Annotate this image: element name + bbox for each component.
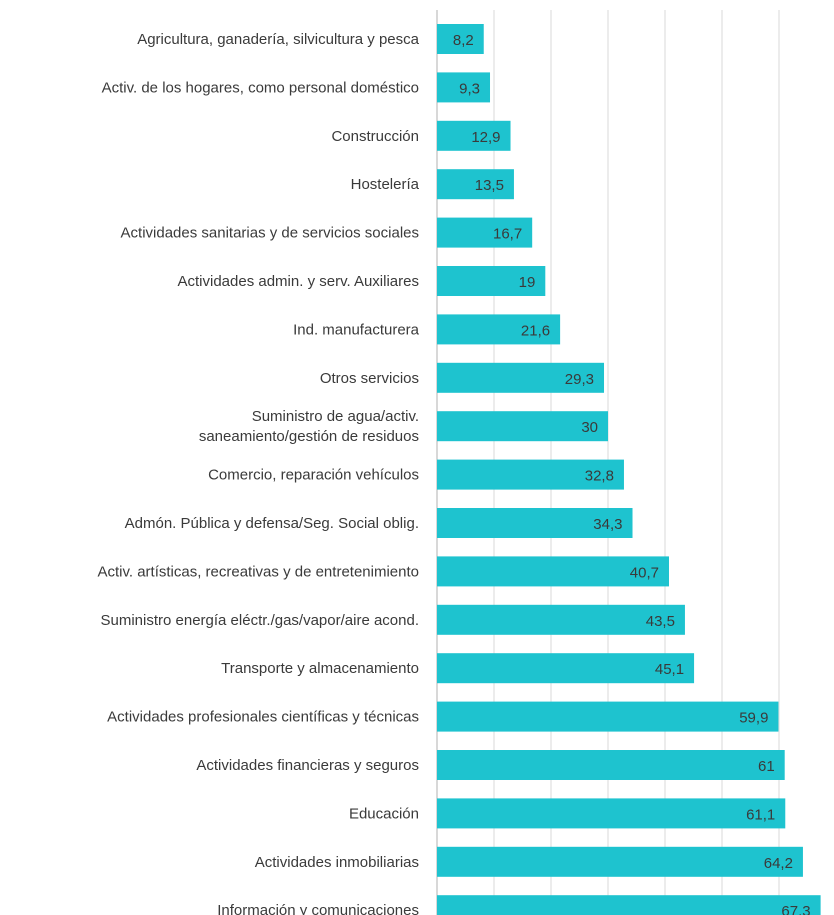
- category-label-line: Actividades sanitarias y de servicios so…: [121, 225, 419, 242]
- category-label: Ind. manufacturera: [293, 321, 420, 338]
- value-labels: 8,2 9,3 12,9 13,5 16,7 19 21,6 29,3 30 32,8 34,3 40…: [453, 32, 811, 915]
- bar: [437, 217, 533, 248]
- category-label-line: saneamiento/gestión de residuos: [199, 428, 419, 445]
- category-label: Comercio, reparación vehículos: [208, 467, 419, 484]
- value-label: 30: [581, 419, 598, 436]
- bar: [437, 120, 511, 151]
- category-label-line: Admón. Pública y defensa/Seg. Social obl…: [125, 515, 419, 532]
- category-label: Transporte y almacenamiento: [221, 660, 419, 677]
- value-label: 8,2: [453, 32, 474, 49]
- value-label: 67,3: [781, 903, 810, 915]
- category-label: Construcción: [331, 128, 419, 145]
- value-label: 34,3: [593, 516, 622, 533]
- value-label: 64,2: [764, 855, 793, 872]
- category-label-line: Otros servicios: [320, 370, 419, 387]
- value-label: 32,8: [585, 468, 614, 485]
- category-label-line: Activ. de los hogares, como personal dom…: [102, 79, 419, 96]
- category-label-line: Construcción: [331, 128, 419, 145]
- category-label-line: Actividades inmobiliarias: [255, 854, 419, 871]
- category-label: Información y comunicaciones: [217, 902, 419, 915]
- category-label: Actividades sanitarias y de servicios so…: [121, 225, 419, 242]
- category-label: Educación: [349, 805, 419, 822]
- value-label: 61,1: [746, 806, 775, 823]
- bar: [437, 653, 695, 684]
- bar: [437, 314, 561, 345]
- value-label: 29,3: [565, 371, 594, 388]
- value-label: 13,5: [475, 177, 504, 194]
- category-label: Suministro de agua/activ. saneamiento/ges…: [199, 408, 419, 445]
- bar: [437, 701, 779, 732]
- category-label-line: Activ. artísticas, recreativas y de entr…: [97, 563, 419, 580]
- bar: [437, 72, 491, 103]
- category-label: Activ. de los hogares, como personal dom…: [102, 79, 419, 96]
- bar: [437, 798, 786, 829]
- category-label-line: Suministro energía eléctr./gas/vapor/air…: [100, 612, 419, 629]
- category-label-line: Actividades admin. y serv. Auxiliares: [178, 273, 420, 290]
- bar: [437, 604, 685, 635]
- category-label-line: Actividades profesionales científicas y …: [107, 709, 419, 726]
- category-label-line: Información y comunicaciones: [217, 902, 419, 915]
- category-label: Actividades profesionales científicas y …: [107, 709, 419, 726]
- bar: [437, 362, 605, 393]
- bar: [437, 508, 633, 538]
- category-label-line: Transporte y almacenamiento: [221, 660, 419, 677]
- value-label: 16,7: [493, 226, 522, 243]
- bar: [437, 24, 484, 54]
- value-label: 12,9: [471, 129, 500, 146]
- bar: [437, 895, 821, 915]
- value-label: 45,1: [655, 661, 684, 678]
- value-label: 21,6: [521, 322, 550, 339]
- category-labels: Agricultura, ganadería, silvicultura y p…: [97, 31, 419, 915]
- value-label: 9,3: [459, 80, 480, 97]
- category-label-line: Actividades financieras y seguros: [196, 757, 419, 774]
- value-label: 59,9: [739, 710, 768, 727]
- category-label: Hostelería: [351, 176, 420, 193]
- category-label-line: Suministro de agua/activ.: [252, 408, 419, 425]
- category-label: Actividades financieras y seguros: [196, 757, 419, 774]
- bars: [437, 24, 821, 915]
- category-label: Suministro energía eléctr./gas/vapor/air…: [100, 612, 419, 629]
- category-label: Otros servicios: [320, 370, 419, 387]
- category-label: Actividades admin. y serv. Auxiliares: [178, 273, 420, 290]
- bar: [437, 846, 803, 877]
- bar: [437, 266, 546, 296]
- category-label: Activ. artísticas, recreativas y de entr…: [97, 563, 419, 580]
- category-label: Admón. Pública y defensa/Seg. Social obl…: [125, 515, 419, 532]
- value-label: 43,5: [646, 613, 675, 630]
- value-label: 19: [519, 274, 536, 291]
- category-label-line: Hostelería: [351, 176, 420, 193]
- category-label: Actividades inmobiliarias: [255, 854, 419, 871]
- category-label-line: Educación: [349, 805, 419, 822]
- bar: [437, 459, 624, 490]
- bar: [437, 169, 514, 200]
- category-label-line: Comercio, reparación vehículos: [208, 467, 419, 484]
- bar: [437, 411, 608, 442]
- value-label: 61: [758, 758, 775, 775]
- value-label: 40,7: [630, 564, 659, 581]
- category-label-line: Ind. manufacturera: [293, 321, 420, 338]
- bar: [437, 556, 669, 587]
- category-label-line: Agricultura, ganadería, silvicultura y p…: [137, 31, 419, 48]
- bar: [437, 750, 785, 780]
- category-label: Agricultura, ganadería, silvicultura y p…: [137, 31, 419, 48]
